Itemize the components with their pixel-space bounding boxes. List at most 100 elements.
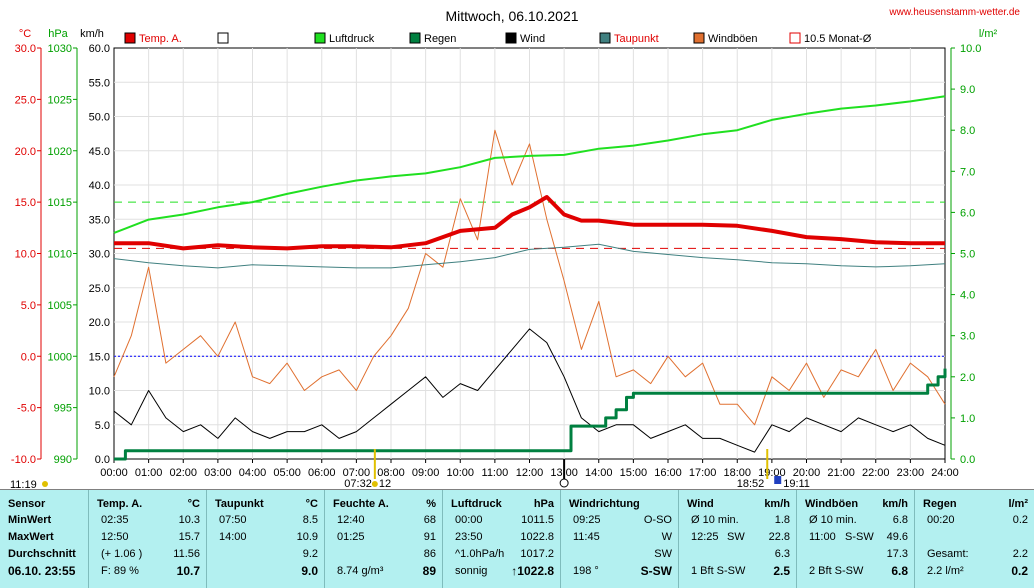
column-unit: l/m²: [1008, 498, 1028, 510]
cell-value: 2.2: [1012, 548, 1028, 560]
cell-value: 0.2: [1011, 564, 1028, 578]
row-label: 06.10. 23:55: [8, 564, 76, 578]
column-header: Feuchte A.: [333, 498, 389, 510]
x-tick-label: 05:00: [273, 467, 301, 479]
x-tick-label: 24:00: [931, 467, 959, 479]
x-tick-label: 08:00: [377, 467, 405, 479]
cell-time: Ø 10 min.: [691, 514, 739, 526]
cell-time: ^1.0hPa/h: [455, 548, 505, 560]
cell-value: 2.5: [773, 564, 790, 578]
x-tick-label: 00:00: [100, 467, 128, 479]
cell-value: 91: [423, 531, 436, 543]
table-column: Sensor MinWert MaxWert Durchschnitt 06.10. 2…: [0, 490, 88, 588]
table-column: Feuchte A.% 12:40 68 01:25 91 86 8.74 g/m³ 89: [324, 490, 442, 588]
cell-time: 2 Bft S-SW: [809, 565, 864, 577]
x-tick-label: 14:00: [585, 467, 613, 479]
wind-tick-label: 45.0: [89, 146, 110, 158]
chart-series: [113, 95, 947, 461]
x-tick-label: 23:00: [897, 467, 925, 479]
cell-time: (+ 1.06 ): [101, 548, 143, 560]
cell-value: O-SO: [643, 514, 672, 526]
rain-tick-label: 1.0: [960, 413, 975, 425]
moon-icon: [774, 476, 782, 484]
wind-tick-label: 15.0: [89, 351, 110, 363]
cell-time: 01:25: [337, 531, 365, 543]
series-line-taupunkt: [113, 243, 946, 269]
cell-time: 12:40: [337, 514, 365, 526]
rain-axis-unit: l/m²: [979, 28, 998, 40]
cell-time: 2.2 l/m²: [927, 565, 964, 577]
table-column: Taupunkt °C 07:50 8.5 14:00 10.9 9.2 9.0: [206, 490, 324, 588]
legend-swatch: [693, 32, 705, 44]
x-tick-label: 02:00: [169, 467, 197, 479]
cell-value: 22.8: [768, 531, 790, 543]
temp-axis-unit: °C: [19, 28, 31, 40]
series-line-luftdruck: [113, 95, 946, 234]
column-unit: km/h: [882, 498, 908, 510]
temp-tick-label: 5.0: [21, 300, 36, 312]
cell-value: 1.8: [774, 514, 790, 526]
chart-legend: Temp. A. Luftdruck Regen Wind Taupunkt Windbö…: [124, 32, 872, 45]
rain-tick-label: 2.0: [960, 372, 975, 384]
table-column: Luftdruck hPa 00:00 1011.5 23:50 1022.8 ^1.0hP…: [442, 490, 560, 588]
series-line-wind: [113, 328, 946, 453]
website-link[interactable]: www.heusenstamm-wetter.de: [888, 7, 1020, 18]
x-tick-label: 01:00: [135, 467, 163, 479]
weather-chart: Mittwoch, 06.10.2021 www.heusenstamm-wet…: [0, 0, 1034, 489]
cell-direction: SW: [727, 531, 745, 543]
x-tick-label: 04:00: [239, 467, 267, 479]
wind-tick-label: 0.0: [95, 454, 110, 466]
wind-tick-label: 20.0: [89, 317, 110, 329]
temp-tick-label: -5.0: [17, 403, 36, 415]
cell-value: 1017.2: [520, 548, 554, 560]
cell-value: 15.7: [178, 531, 200, 543]
column-unit: °C: [187, 498, 200, 510]
legend-label: Temp. A.: [139, 33, 182, 45]
column-unit: %: [426, 498, 436, 510]
pressure-tick-label: 1005: [48, 300, 72, 312]
cell-value: 8.5: [302, 514, 318, 526]
cell-time: sonnig: [455, 565, 488, 577]
temp-tick-label: 15.0: [15, 197, 36, 209]
left-time-label: 11:19: [10, 479, 37, 489]
pressure-tick-label: 1020: [48, 146, 72, 158]
cell-value: S-SW: [640, 564, 672, 578]
cell-value: 6.8: [892, 514, 908, 526]
column-header: Sensor: [8, 498, 46, 510]
statistics-table: Sensor MinWert MaxWert Durchschnitt 06.10. 2…: [0, 489, 1034, 588]
column-header: Regen: [923, 498, 957, 510]
cell-time: F: 89 %: [101, 565, 139, 577]
cell-time: 02:35: [101, 514, 129, 526]
sunrise-extra-label: 12: [379, 478, 391, 489]
rain-tick-label: 7.0: [960, 166, 975, 178]
cell-time: 11:00: [809, 531, 836, 543]
cell-direction: S-SW: [845, 531, 874, 543]
chart-axes: 60.0 55.0 50.0 45.0 40.0 35.0 30.0 25.0 20.0 15.0…: [11, 43, 982, 479]
cell-value: 9.2: [302, 548, 318, 560]
sun-markers: 07:32 12 18:52 19:11 11:19: [10, 449, 810, 489]
column-header: Luftdruck: [451, 498, 502, 510]
wind-tick-label: 30.0: [89, 249, 110, 261]
column-unit: hPa: [533, 498, 554, 510]
cell-value: 0.2: [1012, 514, 1028, 526]
cell-value: W: [661, 531, 672, 543]
chart-background: [0, 0, 1034, 489]
rain-tick-label: 5.0: [960, 249, 975, 261]
table-column: Regen l/m² 00:20 0.2 Gesamt: 2.2 2.2 l/m² 0.2: [914, 490, 1034, 588]
rain-tick-label: 4.0: [960, 290, 975, 302]
row-label: Durchschnitt: [8, 548, 76, 560]
cell-value: 10.7: [176, 564, 200, 578]
cell-time: 12:25: [691, 531, 719, 543]
temp-tick-label: 20.0: [15, 146, 36, 158]
x-tick-label: 06:00: [308, 467, 336, 479]
cell-value: ↑1022.8: [511, 564, 554, 578]
x-tick-label: 12:00: [516, 467, 544, 479]
temp-tick-label: 10.0: [15, 249, 36, 261]
cell-time: 00:20: [927, 514, 955, 526]
left-sun-icon: [42, 481, 48, 487]
cell-time: 00:00: [455, 514, 483, 526]
pressure-tick-label: 1000: [48, 351, 72, 363]
cell-value: 89: [422, 564, 436, 578]
row-label: MaxWert: [8, 531, 54, 543]
x-tick-label: 17:00: [689, 467, 717, 479]
